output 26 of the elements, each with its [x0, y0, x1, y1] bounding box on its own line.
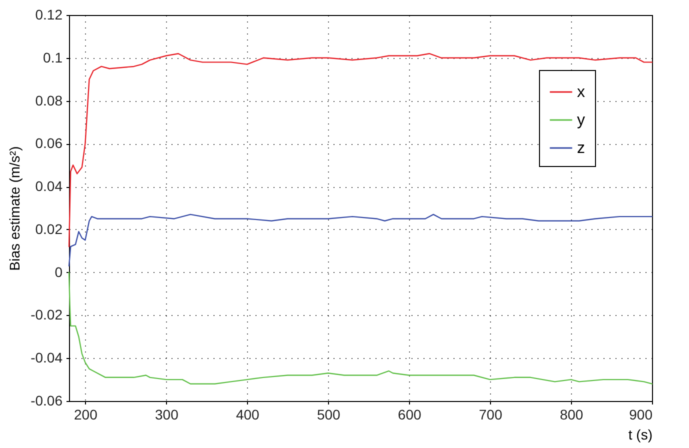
line-series — [68, 272, 653, 384]
line-series — [68, 214, 653, 266]
x-tick-label: 300 — [154, 406, 179, 422]
y-tick-label: 0.12 — [35, 6, 63, 22]
legend-label: z — [577, 140, 585, 157]
x-tick-label: 500 — [316, 406, 341, 422]
line-series — [68, 53, 653, 248]
y-tick-label: -0.02 — [30, 306, 63, 323]
x-tick-label: 600 — [398, 406, 422, 422]
x-tick-label: 400 — [236, 406, 260, 422]
y-tick-label: 0.04 — [35, 178, 63, 194]
y-tick-label: 0 — [54, 264, 63, 280]
x-axis-title: t (s) — [628, 426, 652, 442]
y-tick-label: 0.1 — [43, 49, 63, 66]
x-tick-label: 700 — [478, 406, 502, 422]
x-tick-label: 900 — [629, 406, 653, 422]
y-axis-title: Bias estimate (m/s²) — [6, 146, 23, 271]
y-tick-label: 0.06 — [35, 135, 63, 152]
x-tick-label: 200 — [74, 406, 98, 422]
legend-label: y — [577, 112, 585, 129]
x-tick-label: 800 — [560, 406, 584, 422]
y-tick-label: -0.06 — [30, 392, 63, 408]
y-tick-label: -0.04 — [30, 350, 63, 366]
y-tick-label: 0.08 — [35, 92, 63, 108]
y-tick-label: 0.02 — [35, 220, 63, 237]
legend-label: x — [577, 84, 585, 101]
